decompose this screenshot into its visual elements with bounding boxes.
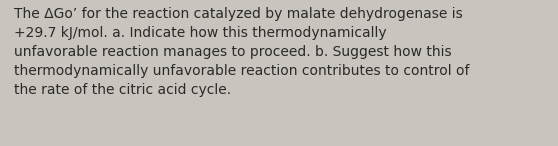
Text: The ΔGo’ for the reaction catalyzed by malate dehydrogenase is
+29.7 kJ/mol. a. : The ΔGo’ for the reaction catalyzed by m…: [14, 7, 469, 97]
